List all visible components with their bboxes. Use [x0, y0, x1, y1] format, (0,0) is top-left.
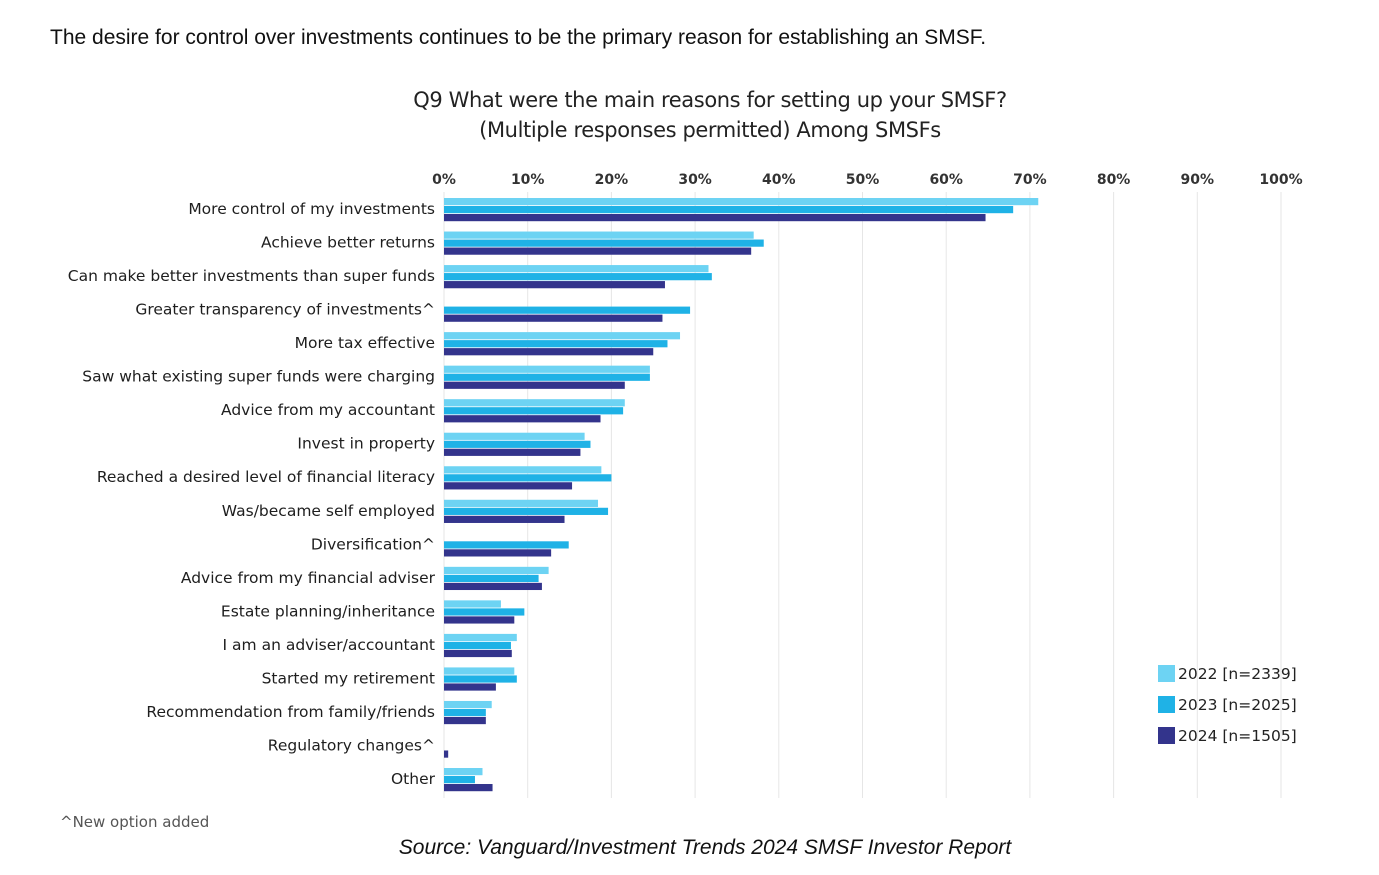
bar — [444, 265, 709, 273]
bar — [444, 541, 569, 549]
category-label: I am an adviser/accountant — [223, 636, 435, 654]
bar — [444, 399, 625, 407]
bar — [444, 407, 624, 415]
category-label: Was/became self employed — [222, 502, 435, 520]
x-axis-ticks: 0% 10% 20% 30% 40% 50% 60% 70% 80% 90% 100% — [432, 172, 1303, 188]
bar — [444, 239, 764, 247]
bar — [444, 616, 515, 624]
legend: 2022 [n=2339] 2023 [n=2025] 2024 [n=1505] — [1158, 665, 1297, 745]
category-label: Reached a desired level of financial lit… — [97, 468, 435, 486]
bar — [444, 198, 1039, 206]
category-label: Estate planning/inheritance — [221, 602, 435, 620]
x-tick-label: 100% — [1259, 172, 1302, 188]
bar — [444, 214, 986, 222]
category-label: Greater transparency of investments^ — [135, 301, 435, 319]
category-label: Started my retirement — [262, 669, 435, 687]
bar — [444, 381, 625, 389]
bar — [444, 499, 599, 507]
x-tick-label: 90% — [1181, 172, 1215, 188]
intro-text: The desire for control over investments … — [50, 26, 987, 49]
category-label: Regulatory changes^ — [268, 736, 435, 754]
bar — [444, 716, 486, 725]
chart-title-block: Q9 What were the main reasons for settin… — [330, 85, 1090, 145]
category-label: Other — [391, 770, 436, 788]
bar — [444, 306, 691, 314]
bar — [444, 708, 486, 717]
bar — [444, 273, 712, 281]
x-tick-label: 10% — [511, 172, 545, 188]
bar — [444, 466, 602, 474]
bar — [444, 415, 601, 423]
bar — [444, 448, 581, 456]
bar — [444, 675, 517, 683]
category-label: Saw what existing super funds were charg… — [82, 368, 435, 386]
bar — [444, 776, 475, 784]
x-tick-label: 30% — [678, 172, 712, 188]
bar — [444, 231, 754, 239]
source-citation: Source: Vanguard/Investment Trends 2024 … — [398, 836, 1012, 859]
bar — [444, 641, 511, 650]
bar — [444, 474, 612, 482]
legend-swatch — [1158, 665, 1175, 682]
x-tick-label: 70% — [1013, 172, 1047, 188]
legend-swatch — [1158, 727, 1175, 744]
bar — [444, 314, 663, 322]
gridlines — [443, 192, 1282, 798]
bar — [444, 700, 492, 709]
bar — [444, 340, 668, 348]
bar — [444, 582, 542, 591]
bar — [444, 332, 681, 340]
footnote: ^New option added — [60, 813, 210, 831]
chart-subtitle: (Multiple responses permitted) Among SMS… — [479, 118, 941, 142]
legend-label: 2023 [n=2025] — [1178, 696, 1297, 714]
bar — [444, 432, 585, 440]
bar — [444, 482, 573, 490]
bar — [444, 649, 512, 658]
bar — [444, 784, 493, 792]
category-label: Advice from my accountant — [221, 401, 435, 419]
bar — [444, 600, 501, 608]
category-labels: More control of my investments Achieve be… — [68, 200, 436, 788]
bar — [444, 683, 496, 691]
bar — [444, 515, 565, 523]
x-tick-label: 50% — [846, 172, 880, 188]
category-label: Advice from my financial adviser — [181, 569, 436, 587]
bar — [444, 768, 483, 776]
legend-label: 2024 [n=1505] — [1178, 727, 1297, 745]
bar — [444, 206, 1014, 214]
bar — [444, 281, 665, 289]
bar — [444, 373, 650, 381]
chart-title: Q9 What were the main reasons for settin… — [413, 88, 1007, 112]
category-label: Can make better investments than super f… — [68, 267, 435, 285]
bar — [444, 549, 552, 557]
bar — [444, 574, 539, 583]
x-tick-label: 80% — [1097, 172, 1131, 188]
bar — [444, 507, 609, 515]
category-label: More tax effective — [295, 334, 435, 352]
bars — [444, 198, 1039, 792]
bar — [444, 750, 449, 758]
legend-label: 2022 [n=2339] — [1178, 665, 1297, 683]
bar — [444, 633, 517, 642]
category-label: Recommendation from family/friends — [146, 703, 435, 721]
bar — [444, 348, 654, 356]
bar — [444, 608, 525, 616]
x-tick-label: 0% — [432, 172, 456, 188]
category-label: Diversification^ — [311, 535, 435, 553]
bar — [444, 566, 549, 575]
x-tick-label: 20% — [595, 172, 629, 188]
x-tick-label: 60% — [929, 172, 963, 188]
category-label: Achieve better returns — [261, 234, 435, 252]
category-label: More control of my investments — [188, 200, 435, 218]
bar — [444, 667, 515, 675]
x-tick-label: 40% — [762, 172, 796, 188]
category-label: Invest in property — [297, 435, 435, 453]
bar — [444, 365, 650, 373]
bar — [444, 440, 591, 448]
legend-swatch — [1158, 696, 1175, 713]
bar — [444, 247, 752, 255]
